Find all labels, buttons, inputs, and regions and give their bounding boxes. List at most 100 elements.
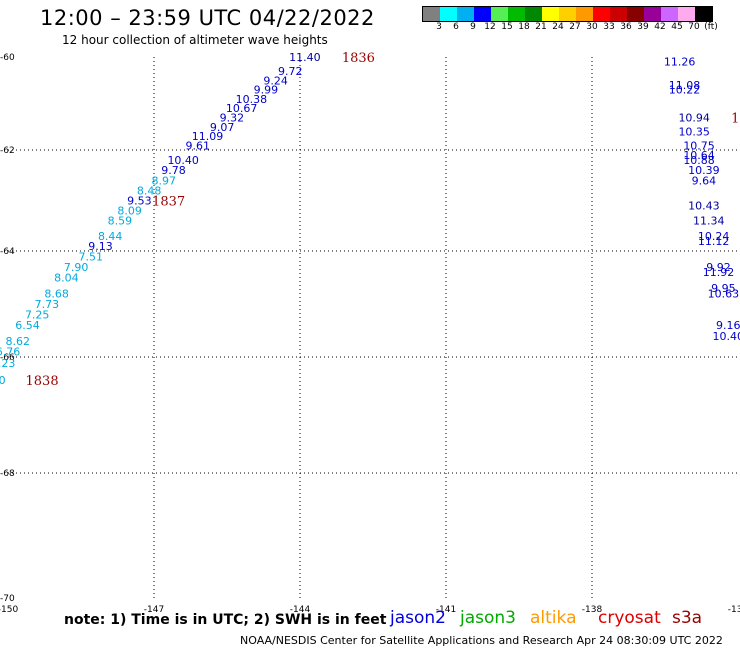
lat-tick-label: -70 [0, 594, 15, 604]
colorbar-label: 39 [637, 22, 649, 32]
colorbar-swatch [542, 7, 559, 21]
wave-height-value: 10.22 [669, 84, 701, 97]
wave-height-value: 8.09 [117, 205, 142, 218]
wave-height-value: 10.40 [167, 154, 199, 167]
colorbar-swatch [440, 7, 457, 21]
wave-height-value: 10.88 [683, 154, 715, 167]
colorbar-swatch [627, 7, 644, 21]
lon-tick-label: -135 [728, 605, 740, 615]
satellite-s3a: s3a [672, 608, 703, 628]
wave-height-value: 8.97 [151, 174, 176, 187]
wave-height-value: 8.04 [54, 272, 79, 285]
wave-height-value: 8.59 [108, 215, 133, 228]
lon-tick-label: -150 [0, 605, 18, 615]
wave-height-value: 10.64 [683, 149, 715, 162]
credit-footer: NOAA/NESDIS Center for Satellite Applica… [240, 634, 723, 647]
colorbar-label: 27 [569, 22, 581, 32]
wave-height-value: 10.24 [698, 230, 730, 243]
wave-height-value: 8.48 [137, 184, 162, 197]
wave-height-value: 7.73 [35, 298, 60, 311]
colorbar-label: 21 [535, 22, 547, 32]
wave-height-value: 9.64 [692, 174, 717, 187]
colorbar-swatch [525, 7, 542, 21]
colorbar-labels: 3 6 9 12 15 18 21 24 27 30 33 36 39 42 45 70 (ft) [422, 22, 740, 34]
wave-height-value: 6.54 [15, 319, 40, 332]
colorbar-label: 18 [518, 22, 530, 32]
wave-height-value: 11.09 [192, 130, 224, 143]
wave-height-value: 11.12 [698, 235, 730, 248]
colorbar-label: 42 [654, 22, 666, 32]
wave-height-value: 9.32 [220, 111, 245, 124]
wave-height-value: 9.72 [278, 65, 303, 78]
wave-height-value: 9.61 [186, 139, 211, 152]
colorbar-swatch [474, 7, 491, 21]
colorbar-swatch [576, 7, 593, 21]
colorbar-label: (ft) [704, 22, 718, 32]
wave-height-value: 10.75 [683, 139, 715, 152]
colorbar-swatch [491, 7, 508, 21]
wave-height-value: 8.68 [44, 287, 69, 300]
colorbar-swatch [593, 7, 610, 21]
wave-height-value: 11.34 [693, 215, 725, 228]
lat-tick-label: -60 [0, 53, 15, 63]
colorbar-swatch [610, 7, 627, 21]
colorbar-label: 15 [501, 22, 513, 32]
satellite-jason2: jason2 [390, 608, 446, 628]
pass-time-label: 1837 [152, 195, 185, 210]
wave-height-value: 10.39 [688, 164, 720, 177]
pass-time-label: 1319 [731, 111, 740, 126]
map-subtitle: 12 hour collection of altimeter wave hei… [62, 33, 328, 47]
wave-height-value: 7.25 [25, 309, 50, 322]
map-title: 12:00 – 23:59 UTC 04/22/2022 [40, 6, 375, 30]
wave-height-value: 10.35 [678, 125, 710, 138]
wave-height-value: 10.43 [688, 200, 720, 213]
lon-tick-label: -141 [436, 605, 456, 615]
wave-height-value: 10.67 [226, 102, 258, 115]
colorbar-swatch [457, 7, 474, 21]
lat-tick-label: -66 [0, 353, 15, 363]
colorbar-label: 30 [586, 22, 598, 32]
wave-height-value: 9.24 [263, 74, 288, 87]
colorbar-swatch [423, 7, 440, 21]
colorbar-label: 45 [671, 22, 683, 32]
colorbar-swatch [559, 7, 576, 21]
colorbar-label: 12 [484, 22, 496, 32]
wave-height-value: 7.23 [0, 357, 15, 370]
wave-height-value: 7.51 [78, 250, 103, 263]
wave-height-value: 10.40 [713, 330, 740, 343]
colorbar-label: 6 [453, 22, 459, 32]
wave-height-value: 7.30 [0, 374, 6, 387]
satellite-altika: altika [530, 608, 577, 628]
colorbar-swatch [695, 7, 712, 21]
wave-height-value: 9.13 [88, 240, 113, 253]
colorbar-label: 33 [603, 22, 615, 32]
wave-height-value: 8.44 [98, 230, 123, 243]
wave-height-value: 11.40 [289, 51, 321, 64]
wave-height-colorbar [422, 6, 713, 22]
lat-tick-label: -64 [0, 247, 15, 257]
colorbar-swatch [678, 7, 695, 21]
wave-height-value: 9.53 [127, 195, 152, 208]
wave-height-value: 9.07 [210, 121, 235, 134]
wave-height-value: 8.62 [5, 335, 30, 348]
pass-time-label: 1838 [26, 374, 59, 389]
lon-tick-label: -147 [144, 605, 164, 615]
wave-height-value: 9.92 [706, 261, 731, 274]
colorbar-label: 36 [620, 22, 632, 32]
lat-tick-label: -62 [0, 146, 15, 156]
wave-height-value: 10.63 [708, 287, 740, 300]
wave-height-value: 11.08 [669, 79, 701, 92]
wave-height-value: 10.38 [236, 93, 268, 106]
wave-height-value: 7.90 [64, 261, 89, 274]
lon-tick-label: -138 [582, 605, 603, 615]
colorbar-label: 70 [688, 22, 700, 32]
wave-height-value: 11.92 [703, 266, 735, 279]
wave-height-value: 9.99 [254, 84, 279, 97]
wave-height-value: 6.76 [0, 346, 20, 359]
wave-height-value: 11.26 [664, 56, 696, 69]
lat-tick-label: -68 [0, 469, 15, 479]
pass-time-label: 1836 [342, 51, 375, 66]
wave-height-value: 9.16 [716, 319, 740, 332]
wave-height-value: 9.95 [711, 282, 736, 295]
